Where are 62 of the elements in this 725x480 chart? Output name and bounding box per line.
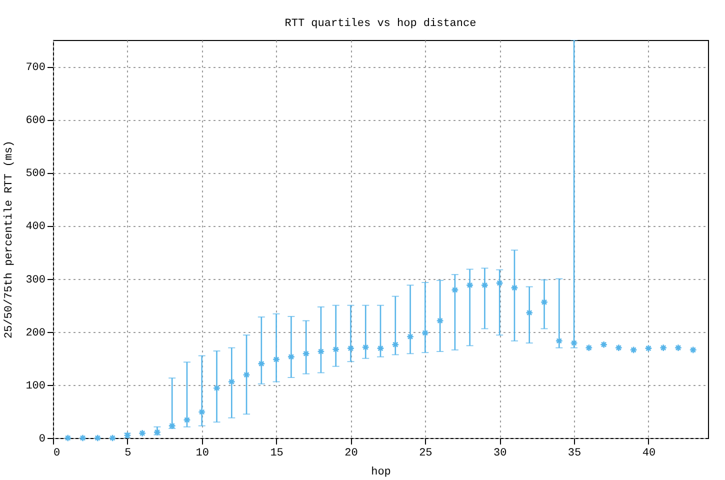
point (451, 286, 459, 294)
point (94, 434, 102, 442)
point (228, 378, 236, 386)
point (540, 298, 548, 306)
point (168, 422, 176, 430)
point (138, 429, 146, 438)
point (600, 340, 608, 348)
point (689, 346, 697, 354)
point (258, 360, 266, 368)
point (585, 344, 593, 352)
x-tick-label: 15 (270, 448, 284, 460)
x-tick-label: 10 (196, 448, 209, 460)
point (660, 344, 668, 352)
point (64, 434, 72, 442)
chart-title: RTT quartiles vs hop distance (284, 18, 476, 30)
point (376, 344, 384, 352)
point (421, 329, 429, 337)
x-tick-label: 35 (568, 448, 582, 460)
point (272, 356, 280, 364)
point (674, 344, 682, 352)
x-tick-label: 0 (54, 448, 60, 460)
y-tick-label: 500 (26, 168, 46, 180)
point (526, 308, 534, 317)
point (392, 340, 400, 348)
point (614, 344, 622, 352)
y-tick-label: 400 (26, 221, 46, 234)
point (287, 352, 295, 361)
x-axis-title: hop (371, 466, 391, 478)
x-tick-label: 30 (493, 448, 507, 460)
y-tick-label: 300 (26, 274, 46, 286)
y-tick-label: 0 (38, 434, 46, 446)
point (212, 384, 221, 392)
x-tick-label: 5 (124, 448, 132, 460)
point (644, 344, 652, 352)
y-axis-title: 25/50/75th percentile RTT (ms) (4, 140, 16, 339)
point (406, 332, 414, 340)
x-tick-label: 40 (642, 448, 656, 460)
point (570, 339, 578, 347)
point (510, 284, 518, 292)
point (630, 346, 638, 354)
point (242, 371, 250, 379)
point (346, 344, 355, 352)
point (153, 428, 162, 436)
y-tick-label: 700 (26, 62, 46, 74)
point (436, 316, 444, 325)
y-tick-label: 600 (26, 115, 46, 128)
point (496, 279, 504, 287)
point (317, 348, 325, 356)
point (480, 281, 489, 289)
point (466, 281, 474, 289)
point (332, 346, 340, 354)
x-tick-label: 25 (419, 448, 432, 460)
point (362, 343, 370, 352)
point (78, 434, 87, 442)
y-tick-label: 200 (26, 327, 46, 340)
point (198, 408, 206, 416)
point (183, 416, 191, 424)
point (555, 337, 563, 345)
x-tick-label: 20 (344, 448, 358, 460)
point (108, 434, 116, 442)
point (302, 350, 310, 358)
y-tick-label: 100 (26, 380, 46, 392)
